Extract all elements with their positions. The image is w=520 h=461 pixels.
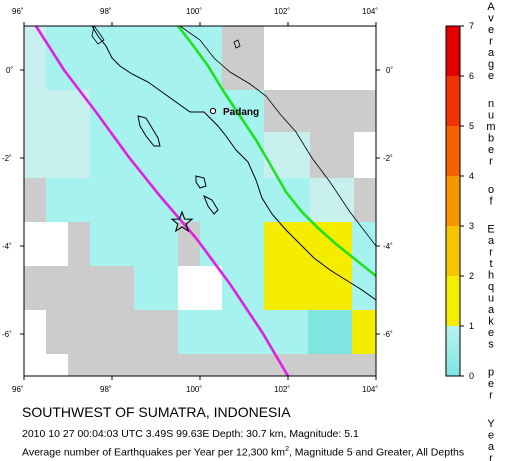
sipora-island xyxy=(195,175,207,189)
lat-tick-left-m4: -4˚ xyxy=(2,242,12,251)
lon-tick-bottom-100: 100˚ xyxy=(186,385,202,394)
lat-tick-right-m6: -6˚ xyxy=(383,330,393,339)
colorbar-tick-4: 4 xyxy=(469,171,474,181)
padang-marker xyxy=(209,107,217,115)
grid-cells xyxy=(24,26,376,376)
colorbar-tick-5: 5 xyxy=(469,121,474,131)
lon-tick-bottom-102: 102˚ xyxy=(274,385,290,394)
colorbar-tick-2: 2 xyxy=(469,271,474,281)
event-details: 2010 10 27 00:04:03 UTC 3.49S 99.63E Dep… xyxy=(22,428,359,440)
lon-tick-top-98: 98˚ xyxy=(100,7,112,16)
colorbar-tick-3: 3 xyxy=(469,221,474,231)
pagai-island xyxy=(203,194,219,215)
lat-tick-right-0: 0˚ xyxy=(386,66,393,75)
map-title: SOUTHWEST OF SUMATRA, INDONESIA xyxy=(22,404,291,420)
caption-superscript: 2 xyxy=(285,446,289,453)
trench-line xyxy=(34,26,290,376)
ticks xyxy=(20,22,380,380)
lon-tick-top-100: 100˚ xyxy=(186,7,202,16)
caption-tail: , Magnitude 5 and Greater, All Depths xyxy=(288,446,465,459)
lon-tick-bottom-98: 98˚ xyxy=(100,385,112,394)
lon-tick-top-102: 102˚ xyxy=(274,7,290,16)
colorbar-tick-0: 0 xyxy=(469,371,474,381)
lat-tick-right-m2: -2˚ xyxy=(383,154,393,163)
colorbar-tick-6: 6 xyxy=(469,71,474,81)
lat-tick-left-m2: -2˚ xyxy=(2,154,12,163)
colorbar-tick-7: 7 xyxy=(469,21,474,31)
lon-tick-bottom-104: 104˚ xyxy=(362,385,378,394)
map-panel: Padang 96˚ 98˚ 100˚ 102˚ 104˚ 96˚ 98˚ 10… xyxy=(2,7,393,394)
lon-tick-bottom-96: 96˚ xyxy=(12,385,24,394)
siberut-island xyxy=(137,115,161,147)
map-caption: Average number of Earthquakes per Year p… xyxy=(22,446,464,459)
lat-tick-left-m6: -6˚ xyxy=(2,330,12,339)
caption-main: Average number of Earthquakes per Year p… xyxy=(22,446,286,459)
fault-line xyxy=(176,26,376,278)
colorbar-tick-1: 1 xyxy=(469,321,474,331)
padang-label: Padang xyxy=(223,107,259,118)
lat-tick-right-m4: -4˚ xyxy=(383,242,393,251)
sumatra-coastline xyxy=(91,26,376,301)
lat-tick-left-0: 0˚ xyxy=(6,66,13,75)
lon-tick-top-104: 104˚ xyxy=(362,7,378,16)
lon-tick-top-96: 96˚ xyxy=(12,7,24,16)
epicenter-star-icon xyxy=(170,210,194,233)
